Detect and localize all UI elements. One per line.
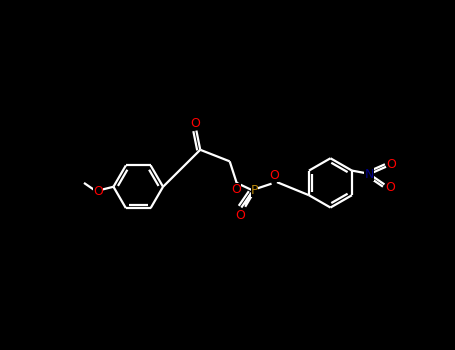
- Text: P: P: [251, 184, 258, 197]
- Text: O: O: [236, 209, 246, 222]
- Text: O: O: [191, 117, 201, 130]
- Text: O: O: [231, 183, 241, 196]
- Text: O: O: [386, 158, 396, 171]
- Text: N: N: [364, 168, 374, 181]
- Text: O: O: [93, 185, 103, 198]
- Text: O: O: [385, 181, 395, 194]
- Text: O: O: [269, 169, 279, 182]
